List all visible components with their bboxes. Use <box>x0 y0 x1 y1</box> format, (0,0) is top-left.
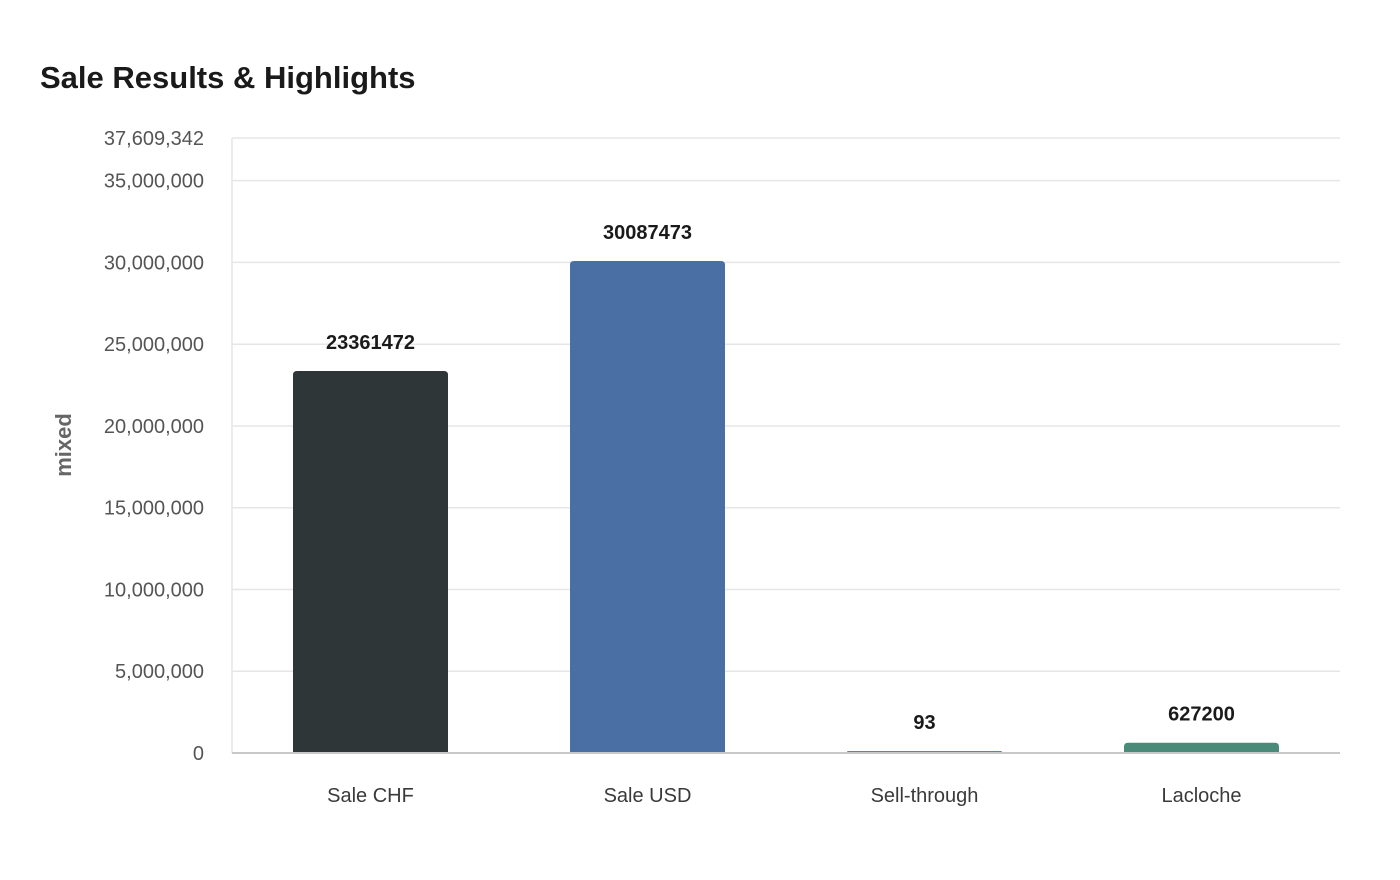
y-tick-label: 15,000,000 <box>104 498 204 520</box>
value-label: 93 <box>913 712 935 734</box>
y-tick-label: 20,000,000 <box>104 416 204 438</box>
y-tick-label: 30,000,000 <box>104 252 204 274</box>
value-label: 30087473 <box>603 222 692 244</box>
bar <box>293 370 448 753</box>
y-tick-label: 25,000,000 <box>104 334 204 356</box>
bar <box>570 261 725 753</box>
x-tick-label: Sell-through <box>871 785 979 807</box>
chart-title: Sale Results & Highlights <box>40 60 416 95</box>
bar <box>1124 742 1279 753</box>
y-tick-label: 35,000,000 <box>104 171 204 193</box>
x-axis: Sale CHF Sale USD Sell-through Lacloche <box>232 752 1340 807</box>
y-tick-label: 5,000,000 <box>115 661 204 683</box>
y-axis: 0 5,000,000 10,000,000 15,000,000 20,000,000… <box>104 128 233 765</box>
x-tick-label: Sale CHF <box>327 785 414 807</box>
y-tick-label: 37,609,342 <box>104 128 204 150</box>
y-tick-label: 0 <box>193 743 204 765</box>
x-tick-label: Lacloche <box>1161 785 1241 807</box>
bars <box>293 261 1279 753</box>
value-labels: 23361472 30087473 93 627200 <box>326 222 1235 734</box>
value-label: 627200 <box>1168 704 1235 726</box>
y-axis-title: mixed <box>51 413 76 477</box>
y-tick-label: 10,000,000 <box>104 579 204 601</box>
x-tick-label: Sale USD <box>604 785 692 807</box>
value-label: 23361472 <box>326 332 415 354</box>
